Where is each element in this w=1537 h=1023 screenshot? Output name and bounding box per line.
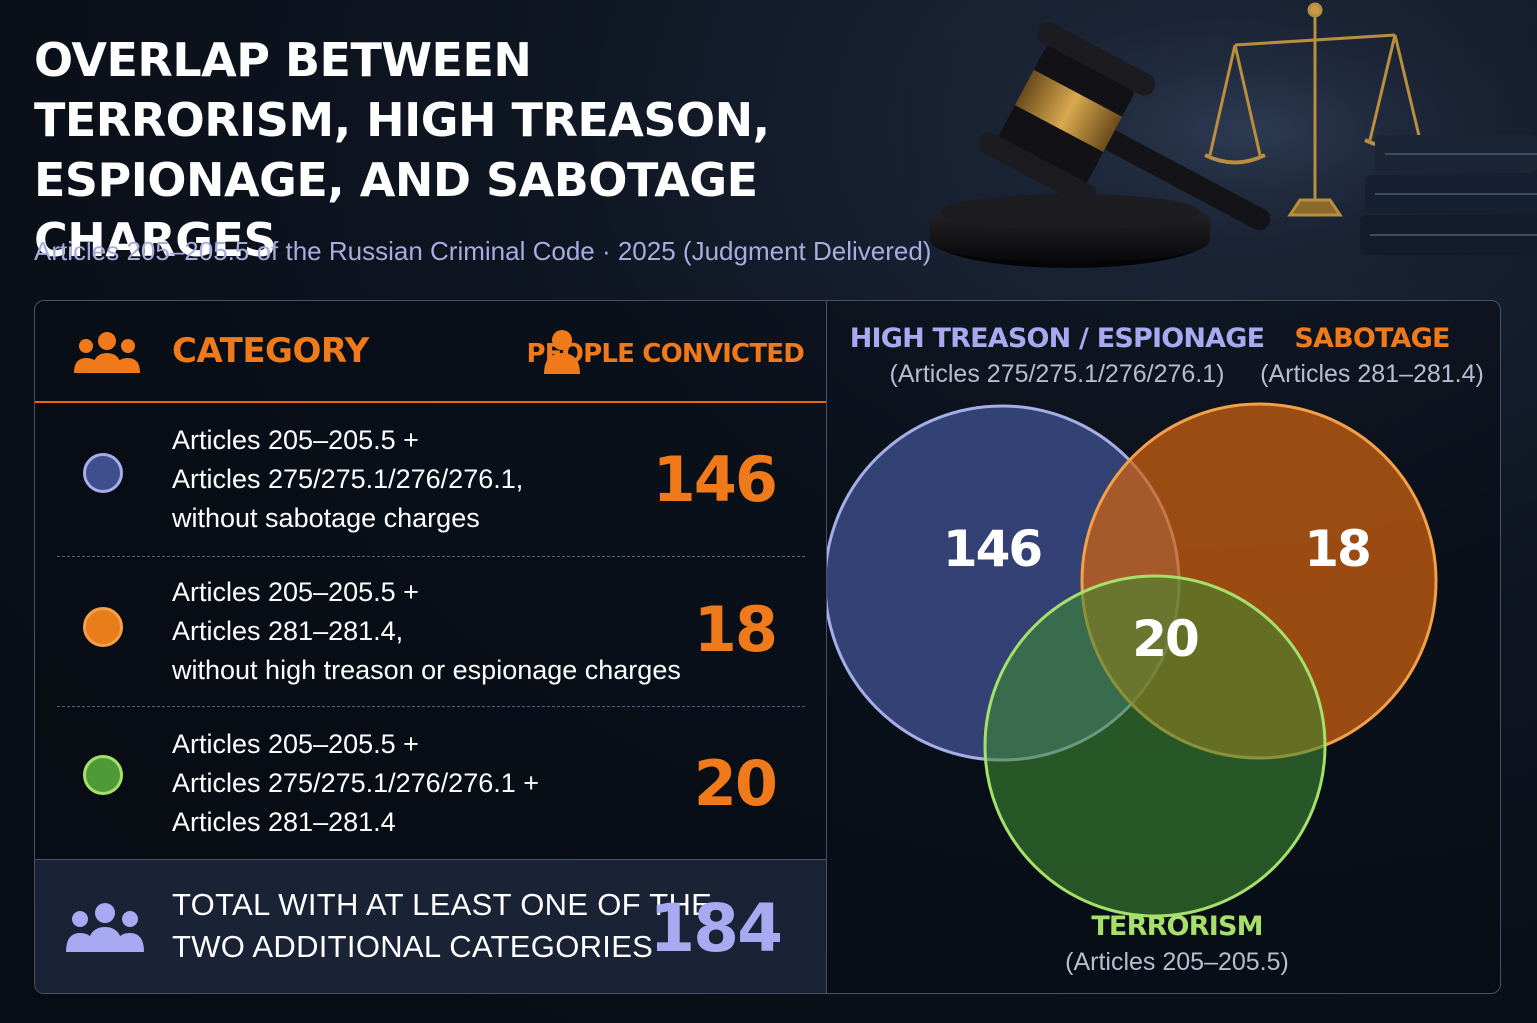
person-icon (544, 330, 580, 374)
table-header: CATEGORY PEOPLE CONVICTED (35, 301, 826, 403)
row-separator (57, 556, 805, 557)
terrorism-label: TERRORISM (Articles 205–205.5) (1027, 911, 1327, 977)
terrorism-color-dot (83, 755, 123, 795)
row-separator (57, 706, 805, 707)
category-table: CATEGORY PEOPLE CONVICTED Articles 205–2… (35, 301, 826, 993)
sabotage-color-dot (83, 607, 123, 647)
people-convicted-header: PEOPLE CONVICTED (526, 339, 805, 369)
treason-articles: (Articles 275/275.1/276/276.1) (889, 360, 1225, 388)
total-value: 184 (649, 890, 783, 967)
terrorism-circle (983, 574, 1327, 918)
panel-divider (826, 301, 827, 993)
gavel-block (930, 194, 1210, 268)
row-value: 18 (693, 593, 778, 666)
region-value-all-three: 20 (1132, 610, 1198, 668)
region-value-sabotage: 18 (1304, 520, 1370, 578)
row-value: 146 (652, 443, 778, 516)
page-subtitle: Articles 205–205.5 of the Russian Crimin… (34, 236, 932, 266)
venn-diagram: 146 18 20 HIGH TREASON / ESPIONAGE (Arti… (827, 301, 1500, 993)
row-value: 20 (693, 747, 778, 820)
venn-circles: 146 18 20 (827, 402, 1438, 918)
terrorism-title: TERRORISM (1091, 911, 1263, 942)
sabotage-articles: (Articles 281–281.4) (1260, 360, 1484, 388)
gavel-scales-illustration (905, 0, 1537, 290)
gavel (978, 22, 1271, 231)
sabotage-label: SABOTAGE (Articles 281–281.4) (1247, 323, 1497, 389)
table-row: Articles 205–205.5 + Articles 275/275.1/… (35, 401, 826, 556)
treason-color-dot (83, 453, 123, 493)
treason-title: HIGH TREASON / ESPIONAGE (849, 323, 1265, 354)
terrorism-articles: (Articles 205–205.5) (1065, 948, 1289, 976)
total-label: TOTAL WITH AT LEAST ONE OF THE TWO ADDIT… (172, 887, 713, 964)
content-panel: CATEGORY PEOPLE CONVICTED Articles 205–2… (34, 300, 1501, 994)
law-books (1360, 135, 1537, 255)
row-description: Articles 205–205.5 + Articles 275/275.1/… (172, 425, 524, 533)
table-row: Articles 205–205.5 + Articles 275/275.1/… (35, 707, 826, 859)
total-row: TOTAL WITH AT LEAST ONE OF THE TWO ADDIT… (35, 859, 826, 993)
page-title: OVERLAP BETWEEN TERRORISM, HIGH TREASON,… (34, 33, 770, 267)
group-icon (74, 332, 140, 373)
table-row: Articles 205–205.5 + Articles 281–281.4,… (35, 557, 826, 707)
row-description: Articles 205–205.5 + Articles 275/275.1/… (172, 729, 540, 837)
treason-label: HIGH TREASON / ESPIONAGE (Articles 275/2… (847, 323, 1267, 389)
category-header: CATEGORY (172, 331, 369, 371)
region-value-treason: 146 (943, 520, 1042, 578)
row-description: Articles 205–205.5 + Articles 281–281.4,… (172, 577, 681, 685)
sabotage-title: SABOTAGE (1294, 323, 1450, 354)
group-icon (66, 903, 144, 952)
